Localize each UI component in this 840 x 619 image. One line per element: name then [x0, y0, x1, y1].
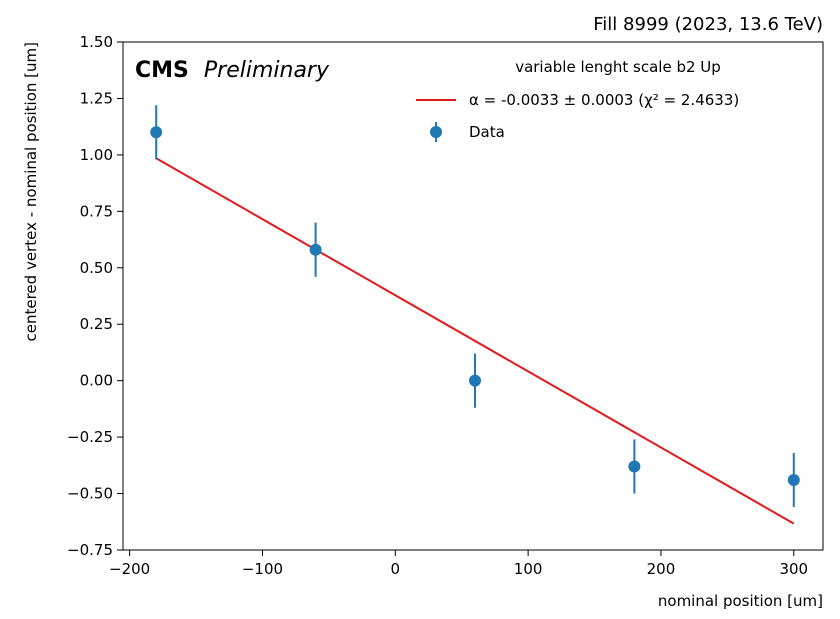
y-tick-label: 1.25 [80, 89, 113, 107]
x-tick-label: −200 [109, 560, 150, 578]
y-axis-label: centered vertex - nominal position [um] [22, 42, 40, 342]
x-tick-label: 100 [514, 560, 543, 578]
x-tick-label: 0 [391, 560, 401, 578]
data-point [787, 474, 800, 487]
legend-fit-entry: α = -0.0033 ± 0.0003 (χ² = 2.4633) [469, 91, 739, 109]
legend-data-entry: Data [469, 123, 505, 141]
data-point [309, 243, 322, 256]
y-tick-label: 0.75 [80, 202, 113, 220]
preliminary-label: Preliminary [204, 58, 330, 83]
y-tick-label: −0.25 [67, 428, 113, 446]
top-right-label: Fill 8999 (2023, 13.6 TeV) [593, 14, 823, 35]
x-tick-label: 300 [779, 560, 808, 578]
plot-area-frame [122, 41, 824, 551]
x-axis-ticks: −200 −100 0 100 200 300 [109, 550, 808, 578]
y-tick-label: 1.00 [80, 146, 113, 164]
data-points-layer [150, 105, 800, 508]
experiment-label: CMS Preliminary [135, 58, 330, 83]
legend: variable lenght scale b2 Up α = -0.0033 … [416, 58, 739, 142]
legend-data-marker [430, 126, 442, 138]
fit-line-layer [155, 157, 795, 525]
cms-label: CMS [135, 58, 189, 83]
x-tick-label: 200 [647, 560, 676, 578]
y-tick-label: 0.50 [80, 259, 113, 277]
legend-title: variable lenght scale b2 Up [515, 58, 721, 76]
data-point [150, 126, 163, 139]
y-tick-label: 0.25 [80, 315, 113, 333]
x-axis-label: nominal position [um] [658, 592, 823, 610]
y-tick-label: 1.50 [80, 33, 113, 51]
data-point [628, 460, 641, 473]
y-axis-ticks: −0.75 −0.50 −0.25 0.00 0.25 0.50 0.75 1.00 1.25 1… [67, 33, 123, 559]
x-tick-label: −100 [242, 560, 283, 578]
y-tick-label: −0.50 [67, 485, 113, 503]
fit-line [155, 157, 795, 525]
data-point [468, 374, 481, 387]
y-tick-label: −0.75 [67, 541, 113, 559]
y-tick-label: 0.00 [80, 372, 113, 390]
